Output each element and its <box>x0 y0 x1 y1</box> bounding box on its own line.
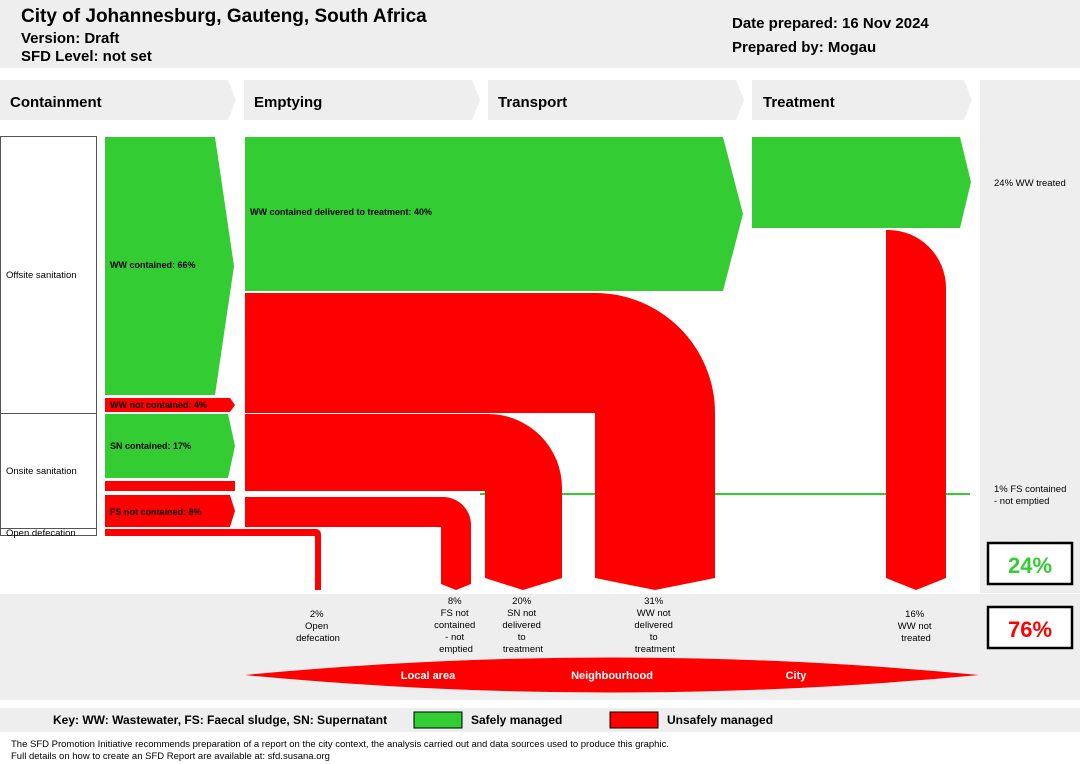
stage-transport <box>488 80 744 120</box>
stage-label-containment: Containment <box>10 94 102 111</box>
key-safe-swatch <box>413 711 463 729</box>
row-label-onsite: Onsite sanitation <box>6 466 77 477</box>
stage-containment <box>0 80 236 120</box>
row-onsite <box>0 413 97 529</box>
stage-emptying <box>244 80 480 120</box>
flow-sn-not-delivered <box>245 414 562 590</box>
date-prepared-label: Date prepared: 16 Nov 2024 <box>732 15 929 32</box>
stage-label-treatment: Treatment <box>763 94 835 111</box>
label-sn-contained: SN contained: 17% <box>110 441 191 451</box>
key-panel <box>0 708 1080 732</box>
row-label-open-defecation: Open defecation <box>6 528 76 539</box>
stage-label-emptying: Emptying <box>254 94 322 111</box>
results-panel <box>980 80 1080 593</box>
label-ww-delivered: WW contained delivered to treatment: 40% <box>250 207 432 217</box>
sfd-level-label: SFD Level: not set <box>21 48 152 65</box>
label-fs-contained-1: 1% FS contained <box>994 484 1066 495</box>
label-ww-contained: WW contained: 66% <box>110 260 196 270</box>
row-offsite <box>0 136 97 414</box>
row-label-offsite: Offsite sanitation <box>6 270 77 281</box>
header-panel <box>0 0 1080 68</box>
area-local: Local area <box>401 670 456 682</box>
flow-ww-delivered <box>245 137 743 291</box>
key-unsafe-label: Unsafely managed <box>667 713 773 727</box>
flow-ww-treated <box>752 137 971 228</box>
outlet-sn-not-delivered: 20% SN not delivered to treatment <box>502 596 543 655</box>
version-label: Version: Draft <box>21 30 120 47</box>
flow-ww-not-treated <box>752 230 946 590</box>
flow-ww-not-contained <box>105 398 235 412</box>
unsafe-total: 76% <box>1008 617 1052 642</box>
flow-fs-not-contained <box>105 495 235 527</box>
key-safe-label: Safely managed <box>471 713 562 727</box>
flow-sn-contained-remainder <box>105 481 235 491</box>
stage-label-transport: Transport <box>498 94 567 111</box>
flow-open-defecation <box>105 529 321 590</box>
label-fs-contained-2: - not emptied <box>994 496 1049 507</box>
outlet-open-defecation: 2% Open defecation <box>296 609 340 644</box>
footer-line-2: Full details on how to create an SFD Rep… <box>11 751 330 762</box>
footer-line-1: The SFD Promotion Initiative recommends … <box>11 739 669 750</box>
outlet-ww-not-delivered: 31% WW not delivered to treatment <box>634 596 675 655</box>
label-fs-not-contained: FS not contained: 8% <box>110 507 202 517</box>
row-open-defecation <box>0 528 97 536</box>
prepared-by-label: Prepared by: Mogau <box>732 39 877 56</box>
page-title: City of Johannesburg, Gauteng, South Afr… <box>21 6 427 27</box>
stage-treatment <box>752 80 972 120</box>
outlet-ww-not-treated: 16% WW not treated <box>898 609 934 644</box>
area-lens <box>245 657 979 693</box>
flow-fs-not-emptied <box>245 497 471 590</box>
area-neighbourhood: Neighbourhood <box>571 670 653 682</box>
area-city: City <box>786 670 808 682</box>
flow-ww-contained <box>105 137 234 395</box>
safe-total-box <box>986 541 1074 586</box>
label-ww-treated: 24% WW treated <box>994 178 1066 189</box>
label-ww-not-contained: WW not contained: 4% <box>110 400 207 410</box>
flow-ww-not-delivered <box>245 293 715 590</box>
flow-sn-contained <box>105 414 235 478</box>
outlet-fs-not-emptied: 8% FS not contained - not emptied <box>434 596 478 655</box>
key-unsafe-swatch <box>609 711 659 729</box>
safe-total: 24% <box>1008 553 1052 578</box>
unsafe-total-box <box>986 605 1074 650</box>
key-legend-text: Key: WW: Wastewater, FS: Faecal sludge, … <box>53 713 387 727</box>
